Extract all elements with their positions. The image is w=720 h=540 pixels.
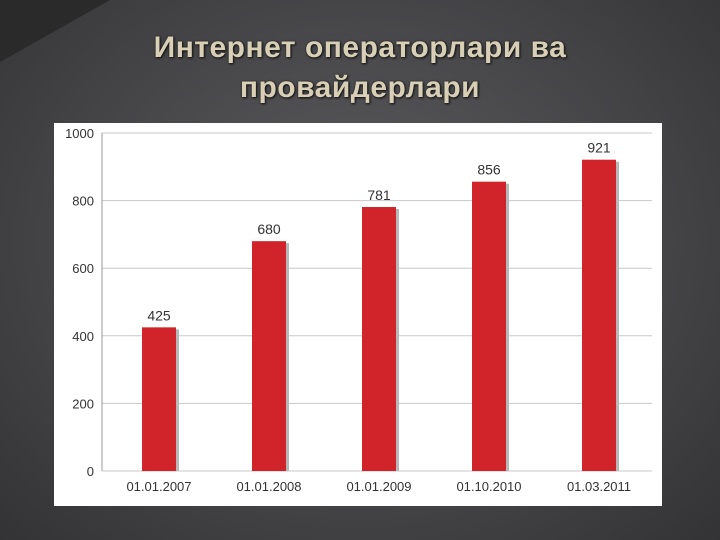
x-tick-label: 01.01.2009 bbox=[346, 479, 411, 494]
bar-value-label: 781 bbox=[367, 187, 391, 203]
bar bbox=[582, 159, 616, 471]
x-tick-label: 01.10.2010 bbox=[456, 479, 521, 494]
bar bbox=[472, 181, 506, 471]
x-tick-label: 01.01.2007 bbox=[126, 479, 191, 494]
bar bbox=[142, 327, 176, 471]
bar bbox=[362, 207, 396, 471]
bar-value-label: 425 bbox=[147, 307, 171, 323]
y-tick-label: 0 bbox=[87, 464, 94, 479]
bars bbox=[142, 159, 619, 471]
y-tick-label: 600 bbox=[72, 261, 94, 276]
y-axis: 0 200 400 600 800 1000 bbox=[65, 126, 103, 479]
bar-value-label: 856 bbox=[477, 162, 501, 178]
chart-area: 0 200 400 600 800 1000 425 680 781 856 921 01.01.… bbox=[54, 123, 662, 506]
x-tick-label: 01.03.2011 bbox=[567, 479, 631, 494]
slide-title: Интернет операторлари ва провайдерлари bbox=[153, 31, 567, 104]
bar-value-label: 680 bbox=[257, 221, 281, 237]
decorative-corner bbox=[0, 0, 110, 62]
y-tick-label: 1000 bbox=[65, 126, 94, 141]
y-tick-label: 400 bbox=[72, 329, 94, 344]
bar-chart: 0 200 400 600 800 1000 425 680 781 856 921 01.01.… bbox=[65, 126, 652, 494]
y-tick-label: 200 bbox=[72, 396, 94, 411]
x-tick-label: 01.01.2008 bbox=[236, 479, 301, 494]
bar bbox=[252, 241, 286, 471]
x-axis: 01.01.2007 01.01.2008 01.01.2009 01.10.2010… bbox=[126, 479, 631, 494]
y-tick-label: 800 bbox=[72, 194, 94, 209]
data-labels: 425 680 781 856 921 bbox=[147, 140, 611, 324]
bar-value-label: 921 bbox=[587, 140, 611, 156]
